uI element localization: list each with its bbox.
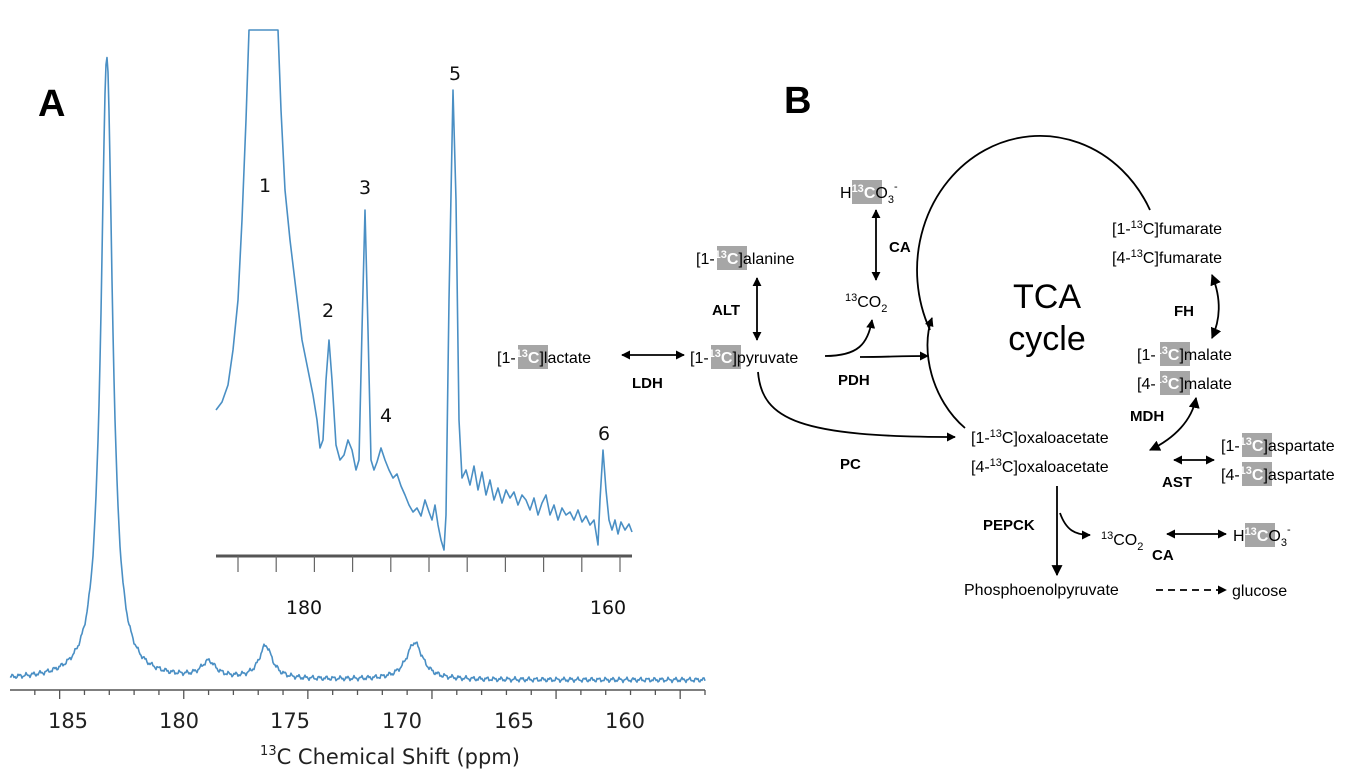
panel-a-label: A [38, 83, 65, 125]
oxaloacetate-4-label: [4-13C]oxaloacetate [971, 457, 1109, 476]
highlight-malate-4 [1160, 371, 1190, 395]
highlight-bicarbonate-bottom [1245, 523, 1275, 547]
highlight-aspartate-1 [1242, 433, 1272, 457]
lactate-label: [1-13C]lactate [497, 348, 591, 367]
inset-spectrum-line [215, 29, 633, 551]
enzyme-mdh: MDH [1130, 408, 1164, 425]
inset-spectrum: 180 160 1 2 3 4 5 6 [215, 29, 633, 619]
bicarbonate-top-label: H13CO3- [840, 181, 898, 206]
fumarate-4-label: [4-13C]fumarate [1112, 248, 1222, 267]
main-x-tick-labels: 185 180 175 170 165 160 [48, 709, 645, 733]
main-x-axis-title: 13C Chemical Shift (ppm) [260, 744, 520, 769]
highlight-lactate [518, 345, 548, 369]
arrow-pc [757, 371, 956, 442]
peak-label-3: 3 [359, 177, 371, 199]
peak-label-4: 4 [380, 405, 392, 427]
main-tick-label-170: 170 [382, 709, 422, 733]
enzyme-pepck: PEPCK [983, 517, 1035, 534]
main-tick-label-185: 185 [48, 709, 88, 733]
malate-1-label: [1-13C]malate [1137, 345, 1232, 364]
enzyme-pc: PC [840, 456, 861, 473]
enzyme-ast: AST [1162, 474, 1192, 491]
aspartate-1-label: [1-13C]aspartate [1221, 436, 1335, 455]
inset-tick-label-180: 180 [286, 597, 322, 619]
panel-b-label: B [784, 80, 811, 122]
tca-label-line2: cycle [1008, 320, 1085, 358]
highlight-aspartate-4 [1242, 462, 1272, 486]
main-tick-label-165: 165 [494, 709, 534, 733]
peak-label-5: 5 [449, 63, 461, 85]
enzyme-ldh: LDH [632, 375, 663, 392]
panel-b: B [1-13C]lactate [1-13C]pyruvate [1-13C]… [497, 80, 1335, 600]
arrow-oaa-to-cycle [924, 317, 966, 429]
peak-label-2: 2 [322, 300, 334, 322]
highlight-bicarbonate-top [852, 180, 882, 204]
pathway-arrows [621, 135, 1227, 595]
peak-label-1: 1 [259, 175, 271, 197]
bicarbonate-bottom-label: H13CO3- [1233, 524, 1291, 549]
enzyme-pdh: PDH [838, 372, 870, 389]
peak-label-6: 6 [598, 423, 610, 445]
enzyme-ca-top: CA [889, 239, 911, 256]
main-x-ticks [34, 690, 706, 699]
inset-tick-label-160: 160 [590, 597, 626, 619]
enzyme-ca-bottom: CA [1152, 547, 1174, 564]
tca-cycle-arc [916, 135, 1151, 331]
highlight-alanine [717, 246, 747, 270]
highlight-malate-1 [1160, 342, 1190, 366]
fumarate-1-label: [1-13C]fumarate [1112, 219, 1222, 238]
malate-4-label: [4-13C]malate [1137, 374, 1232, 393]
tca-label-line1: TCA [1013, 278, 1081, 316]
oxaloacetate-1-label: [1-13C]oxaloacetate [971, 428, 1109, 447]
main-tick-label-180: 180 [159, 709, 199, 733]
arrow-malate-oaa [1149, 396, 1200, 451]
enzyme-fh: FH [1174, 303, 1194, 320]
glucose-label: glucose [1232, 583, 1287, 600]
highlight-pyruvate [711, 345, 741, 369]
pyruvate-label: [1-13C]pyruvate [690, 348, 798, 367]
label-highlights [518, 180, 1275, 547]
inset-x-ticks [237, 556, 621, 572]
arrow-fumarate-malate [1210, 273, 1222, 340]
co2-bottom-label: 13CO2 [1101, 530, 1143, 553]
arrow-pepck-co2 [1059, 512, 1091, 540]
aspartate-4-label: [4-13C]aspartate [1221, 465, 1335, 484]
alanine-label: [1-13C]alanine [696, 249, 795, 268]
co2-top-label: 13CO2 [845, 292, 887, 315]
enzyme-alt: ALT [712, 302, 740, 319]
main-spectrum-line [9, 56, 706, 684]
arrow-pdh-to-co2 [824, 319, 876, 357]
arrow-pdh-to-tca [859, 351, 929, 361]
pep-label: Phosphoenolpyruvate [964, 582, 1119, 599]
main-tick-label-175: 175 [270, 709, 310, 733]
main-tick-label-160: 160 [605, 709, 645, 733]
panel-a: A 185 180 175 170 165 160 13C Chemical S… [9, 29, 706, 769]
